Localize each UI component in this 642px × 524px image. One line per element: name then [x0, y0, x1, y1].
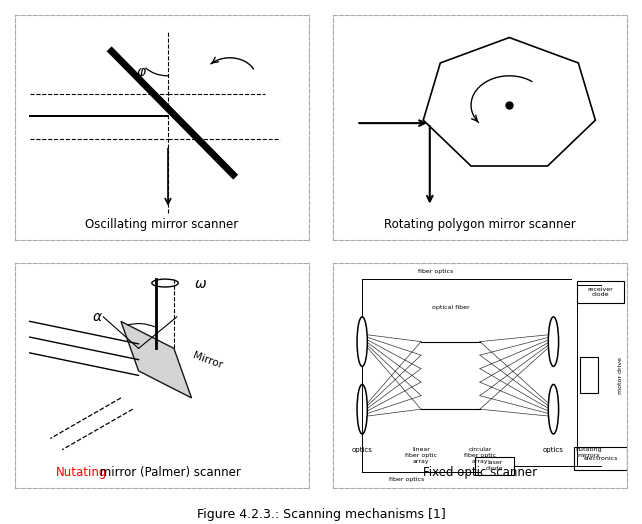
- Text: optics: optics: [352, 447, 372, 453]
- Text: motor drive: motor drive: [618, 357, 623, 394]
- Text: $\alpha$: $\alpha$: [92, 310, 103, 324]
- Text: Nutating: Nutating: [56, 466, 108, 479]
- Polygon shape: [121, 321, 191, 398]
- Text: laser
diode: laser diode: [486, 460, 503, 471]
- Text: receiver
diode: receiver diode: [587, 287, 613, 298]
- Text: Oscillating mirror scanner: Oscillating mirror scanner: [85, 219, 239, 231]
- Text: Fixed optic scanner: Fixed optic scanner: [423, 466, 537, 479]
- Text: Rotating polygon mirror scanner: Rotating polygon mirror scanner: [384, 219, 576, 231]
- FancyBboxPatch shape: [577, 281, 624, 303]
- Text: fiber optics: fiber optics: [388, 477, 424, 482]
- FancyBboxPatch shape: [476, 456, 514, 475]
- Text: Mirror: Mirror: [191, 351, 224, 370]
- Polygon shape: [580, 357, 598, 394]
- Text: optical fiber: optical fiber: [431, 305, 469, 310]
- Text: $\varphi$: $\varphi$: [135, 66, 146, 81]
- FancyBboxPatch shape: [574, 447, 627, 470]
- Text: $\omega$: $\omega$: [195, 277, 207, 291]
- Text: nutating
mirrors: nutating mirrors: [575, 447, 602, 458]
- Text: circular
fiber optic
array: circular fiber optic array: [464, 447, 496, 464]
- Text: linear
fiber optic
array: linear fiber optic array: [405, 447, 437, 464]
- Text: electronics: electronics: [584, 456, 618, 461]
- Text: fiber optics: fiber optics: [418, 269, 453, 274]
- Text: optics: optics: [543, 447, 564, 453]
- Text: Figure 4.2.3.: Scanning mechanisms [1]: Figure 4.2.3.: Scanning mechanisms [1]: [196, 508, 446, 521]
- Text: mirror (Palmer) scanner: mirror (Palmer) scanner: [96, 466, 241, 479]
